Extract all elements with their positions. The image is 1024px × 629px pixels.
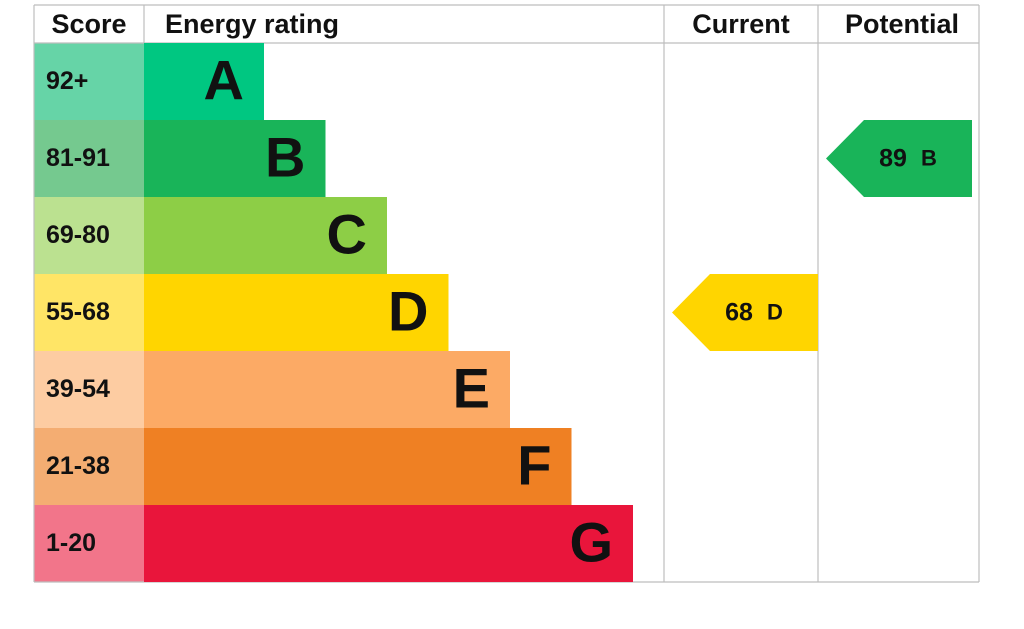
- rating-bar: [144, 274, 449, 351]
- rating-letter: B: [265, 125, 305, 188]
- score-label: 69-80: [46, 221, 110, 249]
- current-label: 68 D: [725, 298, 783, 326]
- rating-bar: [144, 197, 387, 274]
- current-value: 68: [725, 298, 753, 326]
- current-arrow: [672, 274, 818, 351]
- score-label: 55-68: [46, 298, 110, 326]
- rating-letter: F: [517, 433, 551, 496]
- potential-value: 89: [879, 144, 907, 172]
- score-label: 39-54: [46, 375, 110, 403]
- score-cell: [34, 197, 144, 274]
- potential-label: 89 B: [879, 144, 937, 172]
- header: Current: [692, 9, 790, 39]
- rating-bar: [144, 428, 572, 505]
- rating-bar: [144, 351, 510, 428]
- score-label: 1-20: [46, 529, 96, 557]
- rating-letter: G: [569, 510, 613, 573]
- rating-letter: C: [327, 202, 367, 265]
- potential-arrow: [826, 120, 972, 197]
- rating-letter: E: [453, 356, 490, 419]
- score-cell: [34, 120, 144, 197]
- score-cell: [34, 505, 144, 582]
- score-label: 81-91: [46, 144, 110, 172]
- header: Score: [51, 9, 126, 39]
- potential-band: B: [921, 145, 937, 170]
- score-label: 21-38: [46, 452, 110, 480]
- rating-letter: A: [204, 48, 244, 111]
- header: Potential: [845, 9, 959, 39]
- score-cell: [34, 274, 144, 351]
- score-cell: [34, 351, 144, 428]
- header: Energy rating: [165, 9, 339, 39]
- rating-letter: D: [388, 279, 428, 342]
- rating-bar: [144, 505, 633, 582]
- current-band: D: [767, 299, 783, 324]
- score-label: 92+: [46, 67, 88, 95]
- rating-bar: [144, 43, 264, 120]
- score-cell: [34, 43, 144, 120]
- score-cell: [34, 428, 144, 505]
- rating-bar: [144, 120, 326, 197]
